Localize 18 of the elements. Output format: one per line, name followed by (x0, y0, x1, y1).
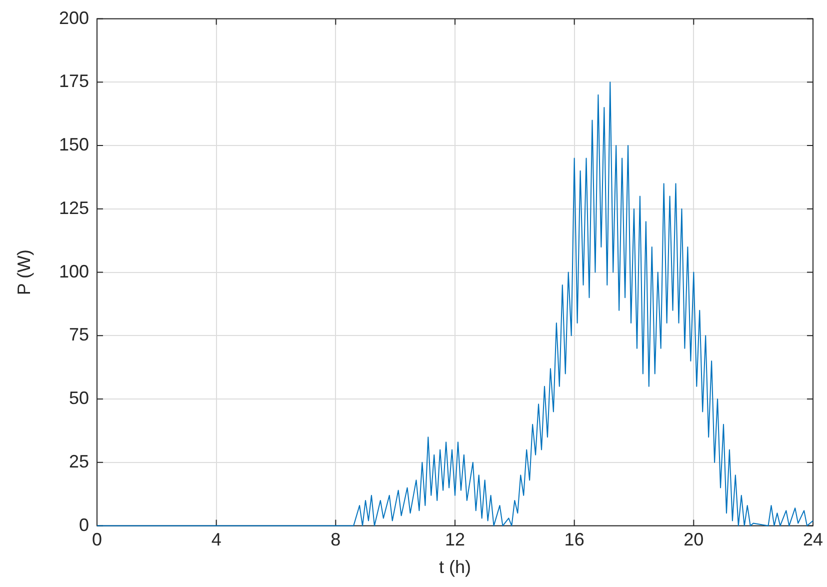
x-tick-label: 8 (330, 530, 341, 550)
x-axis-title: t (h) (438, 557, 471, 578)
y-tick-label: 175 (58, 71, 89, 92)
y-tick-label: 200 (58, 8, 89, 28)
y-axis-title: P (W) (14, 249, 34, 296)
y-tick-label: 75 (68, 324, 89, 345)
x-tick-label: 20 (684, 530, 704, 550)
y-tick-label: 25 (68, 451, 89, 472)
x-tick-label: 12 (444, 530, 466, 550)
y-tick-label: 150 (58, 134, 89, 155)
x-tick-label: 24 (802, 530, 824, 550)
y-tick-label: 50 (68, 388, 89, 408)
y-tick-label: 100 (58, 261, 89, 282)
x-tick-label: 0 (92, 530, 102, 550)
x-tick-label: 16 (564, 530, 584, 550)
y-tick-label: 0 (78, 514, 89, 535)
x-tick-label: 4 (211, 530, 222, 550)
y-tick-label: 125 (58, 198, 89, 218)
